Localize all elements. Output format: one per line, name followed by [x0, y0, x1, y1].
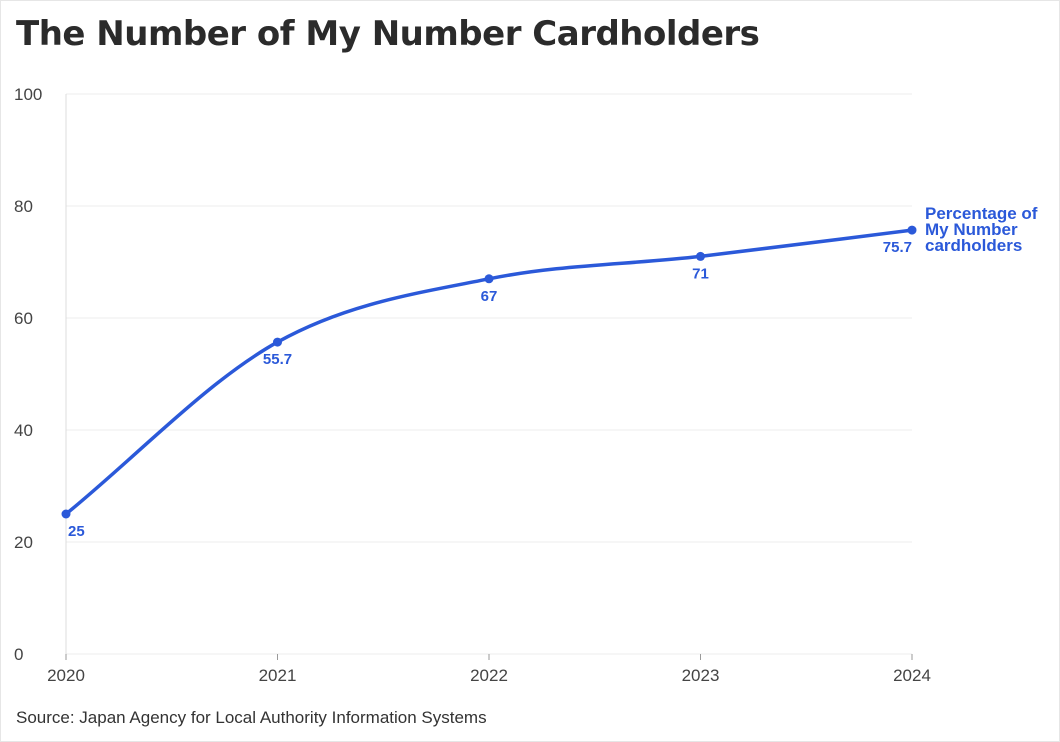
- y-tick-label: 100: [14, 85, 42, 104]
- y-tick-label: 40: [14, 421, 33, 440]
- chart-title: The Number of My Number Cardholders: [16, 14, 760, 54]
- series-label-line: Percentage of: [925, 204, 1038, 223]
- x-tick-label: 2024: [893, 666, 931, 685]
- data-point: [273, 337, 282, 347]
- x-tick-label: 2022: [470, 666, 508, 685]
- data-point: [484, 274, 494, 284]
- data-label: 75.7: [883, 239, 912, 256]
- data-points: [61, 225, 917, 519]
- data-labels: 25 55.7 67 71 75.7: [68, 239, 912, 540]
- data-point: [696, 251, 705, 261]
- y-tick-label: 20: [14, 533, 33, 552]
- data-label: 71: [692, 265, 709, 282]
- data-label: 25: [68, 523, 85, 540]
- data-point: [907, 225, 917, 235]
- line-chart: 0 20 40 60 80 100 2020 2021 2022 2023 2024 25 55.7…: [14, 85, 1038, 685]
- data-label: 55.7: [263, 351, 292, 368]
- y-tick-label: 0: [14, 645, 23, 664]
- gridlines: [65, 93, 912, 655]
- series-label-line: My Number: [925, 220, 1018, 239]
- x-axis-ticks: 2020 2021 2022 2023 2024: [47, 654, 931, 685]
- y-axis-ticks: 0 20 40 60 80 100: [14, 85, 42, 664]
- data-label: 67: [481, 288, 498, 305]
- data-point: [61, 509, 71, 519]
- y-tick-label: 80: [14, 197, 33, 216]
- series-label: Percentage of My Number cardholders: [925, 204, 1038, 255]
- series-label-line: cardholders: [925, 236, 1022, 255]
- source-note: Source: Japan Agency for Local Authority…: [16, 708, 487, 727]
- x-tick-label: 2023: [682, 666, 720, 685]
- y-tick-label: 60: [14, 309, 33, 328]
- series-line: [64, 228, 914, 516]
- x-tick-label: 2020: [47, 666, 85, 685]
- x-tick-label: 2021: [259, 666, 297, 685]
